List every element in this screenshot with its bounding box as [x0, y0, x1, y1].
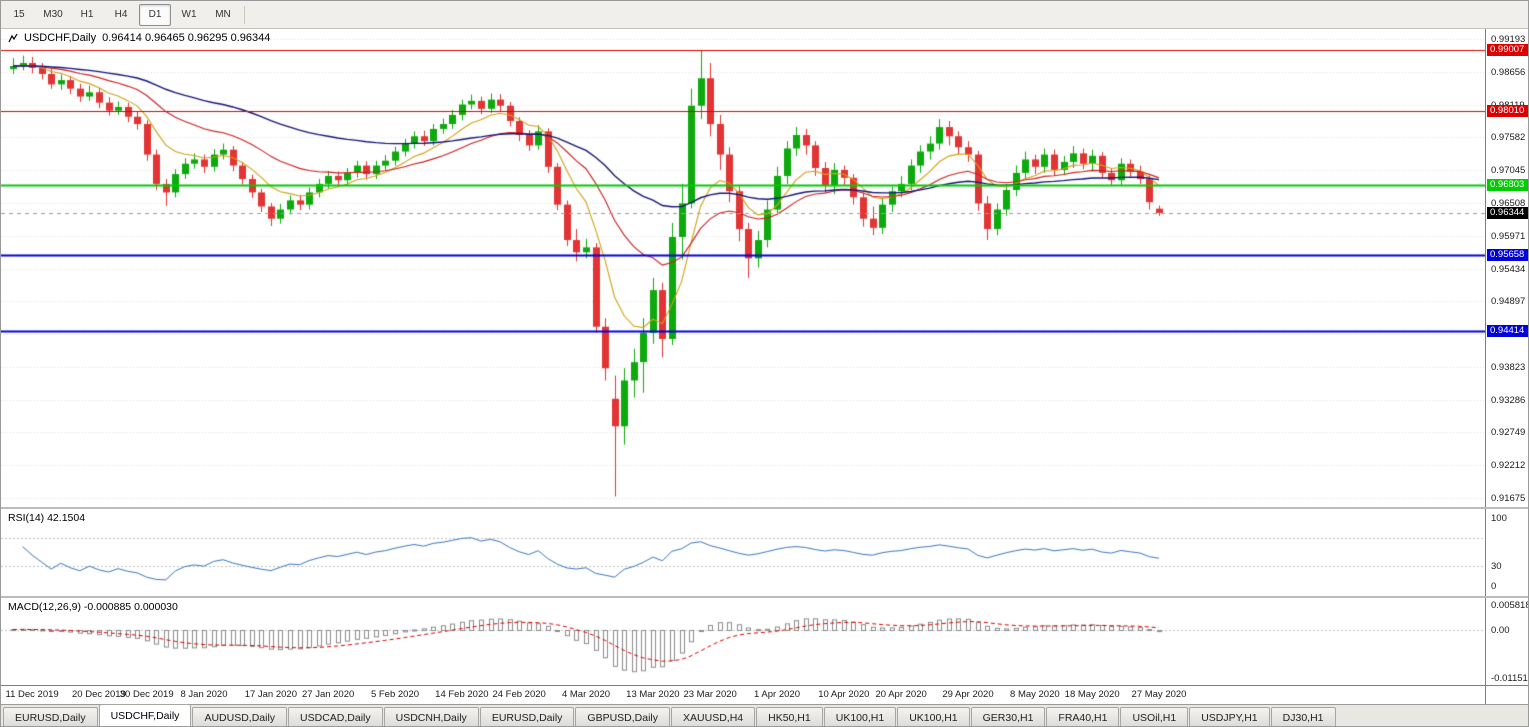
chart-tab-uk100-h1[interactable]: UK100,H1	[823, 707, 897, 726]
rsi-label: RSI(14) 42.1504	[8, 512, 86, 524]
timeframe-button-15[interactable]: 15	[13, 8, 25, 20]
timeframe-toolbar: 15 M30 H1 H4 D1 W1 MN	[1, 1, 1528, 29]
macd-label: MACD(12,26,9) -0.000885 0.000030	[8, 601, 178, 613]
chart-tab-usoil-h1[interactable]: USOil,H1	[1120, 707, 1189, 726]
hline-price-label: 0.94414	[1487, 324, 1528, 337]
date-label: 27 Jan 2020	[301, 689, 355, 700]
chart-tab-dj30-h1[interactable]: DJ30,H1	[1270, 707, 1336, 726]
date-label: 17 Jan 2020	[244, 689, 297, 700]
pane-divider[interactable]	[1, 596, 1528, 598]
price-axis-label: 0.92749	[1491, 427, 1526, 439]
rsi-axis-label: 100	[1491, 513, 1507, 524]
date-label: 5 Feb 2020	[370, 689, 420, 700]
price-axis-label: 0.95434	[1491, 263, 1526, 275]
price-axis-label: 0.93823	[1491, 361, 1526, 373]
pane-divider[interactable]	[1, 507, 1528, 509]
price-axis[interactable]: 0.99193 0.98656 0.98119 0.97582 0.97045 0.965…	[1485, 29, 1528, 507]
price-axis-label: 0.98119	[1491, 100, 1525, 111]
macd-pane: MACD(12,26,9) -0.000885 0.000030 0.00581…	[1, 598, 1529, 685]
chart-ohlc-values: 0.96414 0.96465 0.96295 0.96344	[102, 32, 271, 44]
macd-axis-label: 0.00	[1491, 624, 1510, 636]
chart-tab-usdchf-daily[interactable]: USDCHF,Daily	[98, 704, 192, 726]
chart-tabs-bar: EURUSD,Daily USDCHF,Daily AUDUSD,Daily USDC…	[1, 704, 1528, 726]
macd-axis-label: -0.01151	[1491, 673, 1528, 684]
price-axis-label: 0.97045	[1491, 165, 1526, 177]
price-axis-label: 0.94897	[1491, 296, 1526, 308]
date-label: 24 Feb 2020	[492, 689, 546, 700]
chart-tab-xauusd-h4[interactable]: XAUUSD,H4	[671, 707, 756, 726]
hline-price-label: 0.96803	[1487, 178, 1528, 191]
date-label: 29 Apr 2020	[942, 689, 994, 700]
date-label: 30 Dec 2019	[119, 689, 174, 700]
date-label: 11 Dec 2019	[5, 689, 59, 700]
date-axis[interactable]: 11 Dec 2019 20 Dec 2019 30 Dec 2019 8 Jan 2…	[1, 685, 1528, 704]
chart-tab-usdcad-daily[interactable]: USDCAD,Daily	[288, 707, 383, 726]
date-label: 4 Mar 2020	[561, 689, 611, 700]
macd-axis[interactable]: 0.005818 0.00 -0.01151	[1485, 598, 1529, 685]
chart-tab-audusd-daily[interactable]: AUDUSD,Daily	[192, 707, 288, 726]
date-label: 8 Jan 2020	[180, 689, 228, 700]
price-axis-label: 0.95971	[1491, 230, 1526, 242]
date-label: 13 Mar 2020	[626, 689, 680, 700]
chart-symbol-period: USDCHF,Daily	[24, 32, 97, 44]
macd-axis-label: 0.005818	[1491, 600, 1529, 611]
price-axis-label: 0.97582	[1491, 132, 1526, 144]
hline-price-label: 0.98010	[1487, 105, 1528, 118]
price-axis-label: 0.93286	[1491, 394, 1526, 406]
price-axis-label: 0.99193	[1491, 34, 1526, 45]
price-axis-label: 0.92212	[1491, 460, 1526, 472]
chart-tab-eurusd-daily[interactable]: EURUSD,Daily	[3, 707, 98, 726]
chart-tab-uk100-h1[interactable]: UK100,H1	[897, 707, 970, 726]
toolbar-separator	[244, 5, 245, 24]
date-label: 1 Apr 2020	[754, 689, 800, 700]
date-label: 20 Apr 2020	[875, 689, 927, 700]
rsi-axis-label: 0	[1491, 581, 1497, 592]
axis-corner	[1485, 686, 1486, 704]
chart-title: USDCHF,Daily 0.96414 0.96465 0.96295 0.9…	[8, 32, 270, 44]
timeframe-button-h1[interactable]: H1	[80, 8, 94, 20]
date-label: 10 Apr 2020	[818, 689, 870, 700]
rsi-axis[interactable]: 100 30 0	[1485, 509, 1528, 596]
chart-tab-usdjpy-h1[interactable]: USDJPY,H1	[1189, 707, 1270, 726]
timeframe-button-mn[interactable]: MN	[215, 8, 231, 20]
current-price-label: 0.96344	[1487, 206, 1528, 219]
chart-tab-usdcnh-daily[interactable]: USDCNH,Daily	[383, 707, 479, 726]
date-label: 18 May 2020	[1064, 689, 1120, 700]
chart-tab-fra40-h1[interactable]: FRA40,H1	[1046, 707, 1120, 726]
date-label: 8 May 2020	[1010, 689, 1060, 700]
price-chart-canvas[interactable]	[1, 29, 1485, 507]
hline-price-label: 0.99007	[1487, 44, 1528, 57]
date-label: 27 May 2020	[1131, 689, 1187, 700]
chart-tab-gbpusd-daily[interactable]: GBPUSD,Daily	[575, 707, 671, 726]
hline-price-label: 0.95658	[1487, 248, 1528, 261]
timeframe-button-h4[interactable]: H4	[114, 8, 128, 20]
rsi-canvas[interactable]	[1, 509, 1485, 596]
timeframe-button-d1[interactable]: D1	[139, 3, 171, 26]
price-pane: USDCHF,Daily 0.96414 0.96465 0.96295 0.9…	[1, 29, 1528, 507]
timeframe-button-w1[interactable]: W1	[181, 8, 197, 20]
price-axis-label: 0.96508	[1491, 197, 1526, 209]
date-label: 23 Mar 2020	[683, 689, 737, 700]
chart-cursor-icon	[8, 33, 18, 43]
date-label: 20 Dec 2019	[72, 689, 126, 700]
chart-tab-ger30-h1[interactable]: GER30,H1	[970, 707, 1046, 726]
macd-canvas[interactable]	[1, 598, 1485, 685]
rsi-pane: RSI(14) 42.1504 100 30 0	[1, 509, 1528, 596]
chart-tab-hk50-h1[interactable]: HK50,H1	[756, 707, 823, 726]
price-axis-label: 0.98656	[1491, 66, 1526, 78]
price-axis-label: 0.91675	[1491, 493, 1526, 504]
rsi-axis-label: 30	[1491, 560, 1502, 572]
timeframe-button-m30[interactable]: M30	[43, 8, 63, 20]
chart-tab-eurusd-daily[interactable]: EURUSD,Daily	[479, 707, 575, 726]
date-label: 14 Feb 2020	[435, 689, 489, 700]
